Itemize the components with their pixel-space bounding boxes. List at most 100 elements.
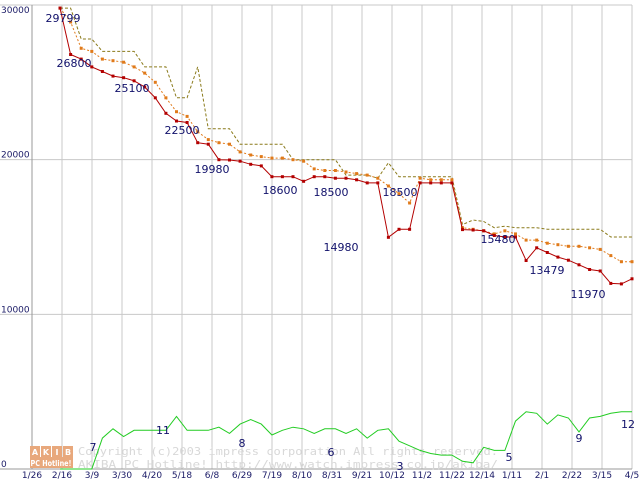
x-tick-label: 3/30	[112, 471, 132, 480]
average-price-point	[397, 192, 401, 196]
data-label: 8	[239, 437, 246, 450]
average-price-point	[365, 173, 369, 177]
average-price-point	[514, 232, 517, 236]
data-label: 19980	[195, 163, 230, 176]
min-price-point	[355, 178, 359, 182]
min-price-point	[439, 181, 443, 185]
min-price-point	[609, 281, 613, 285]
average-price-point	[408, 201, 412, 205]
average-price-point	[185, 114, 189, 118]
x-tick-label: 10/12	[379, 471, 405, 480]
min-price-point	[333, 176, 337, 180]
grid-lines	[0, 4, 633, 470]
min-price-point	[418, 181, 422, 185]
x-tick-label: 6/29	[232, 471, 252, 480]
data-label: 3	[397, 460, 404, 473]
average-price-point	[577, 244, 581, 248]
min-price-point	[619, 282, 623, 286]
average-price-point	[535, 238, 539, 242]
average-price-point	[132, 65, 136, 69]
annotation-group: 29799 26800 25100 22500 19980 18600 18500 14980…	[46, 12, 636, 473]
average-price-point	[291, 158, 295, 162]
x-tick-label: 11/22	[439, 471, 465, 480]
x-tick-label: 5/18	[172, 471, 192, 480]
min-price-point	[164, 111, 168, 115]
average-price-point	[122, 60, 126, 64]
x-tick-label: 7/19	[262, 471, 282, 480]
average-price-point	[588, 246, 592, 250]
min-price-point	[577, 263, 581, 267]
axis-labels: 1/26 2/16 3/9 3/30 4/20 5/18 6/8 6/29 7/19 8/10 8/…	[1, 6, 639, 480]
average-price-point	[376, 176, 380, 180]
average-price-point	[545, 241, 549, 245]
min-price-point	[206, 142, 210, 146]
logo-letter-i: I	[56, 448, 59, 457]
min-price-point	[312, 175, 316, 179]
min-price-point	[397, 227, 401, 231]
min-price-point	[217, 158, 221, 162]
min-price-point	[429, 181, 433, 185]
min-price-point	[376, 181, 380, 185]
average-price-point	[90, 49, 94, 53]
data-label: 18600	[263, 184, 298, 197]
average-price-point	[333, 169, 337, 172]
min-price-point	[270, 175, 274, 179]
min-price-point	[344, 176, 348, 180]
average-price-point	[450, 178, 454, 182]
average-price-point	[79, 46, 83, 50]
average-price-point	[630, 260, 634, 264]
min-price-point	[132, 79, 136, 83]
average-price-point	[69, 20, 73, 24]
min-price-point	[323, 175, 327, 179]
average-price-point	[566, 244, 570, 248]
average-price-point	[556, 243, 560, 247]
min-price-point	[598, 269, 602, 273]
y-tick-label: 10000	[1, 305, 30, 315]
average-price-point	[100, 57, 104, 61]
average-price-point	[429, 178, 433, 182]
data-label: 5	[506, 451, 513, 464]
average-price-point	[302, 159, 306, 163]
data-label: 13479	[530, 264, 565, 277]
min-price-point	[535, 246, 539, 250]
min-price-point	[630, 277, 634, 281]
x-tick-label: 3/15	[592, 471, 612, 480]
data-label: 26800	[57, 57, 92, 70]
x-tick-label: 1/11	[502, 471, 522, 480]
average-price-point	[153, 80, 157, 84]
y-tick-label: 0	[1, 460, 7, 470]
min-price-point	[365, 181, 369, 185]
min-price-point	[588, 268, 592, 271]
min-price-point	[524, 259, 528, 262]
min-price-point	[471, 228, 475, 232]
average-price-point	[270, 156, 274, 160]
min-price-point	[280, 175, 284, 179]
average-price-point	[228, 142, 231, 146]
data-label: 29799	[46, 12, 81, 25]
y-tick-label: 30000	[1, 6, 30, 16]
average-price-point	[280, 156, 284, 160]
min-price-point	[153, 96, 157, 100]
x-tick-label: 4/20	[142, 471, 162, 480]
average-price-point	[439, 178, 443, 182]
min-price-point	[461, 228, 464, 232]
average-price-point	[492, 232, 496, 236]
min-price-point	[90, 65, 94, 69]
min-price-point	[450, 181, 454, 185]
min-price-point	[249, 162, 253, 166]
average-price-point	[524, 238, 528, 242]
average-price-point	[386, 184, 390, 188]
min-price-point	[79, 57, 83, 61]
data-label: 18500	[314, 186, 349, 199]
shops-line	[60, 411, 632, 470]
average-price-point	[111, 59, 115, 63]
data-label: 6	[328, 446, 335, 459]
average-price-point	[164, 96, 168, 100]
series-group	[58, 6, 634, 470]
data-label: 7	[90, 441, 97, 454]
data-label: 18500	[383, 186, 418, 199]
average-price-point	[312, 167, 316, 171]
min-price-point	[503, 235, 507, 239]
x-tick-label: 2/1	[535, 471, 549, 480]
